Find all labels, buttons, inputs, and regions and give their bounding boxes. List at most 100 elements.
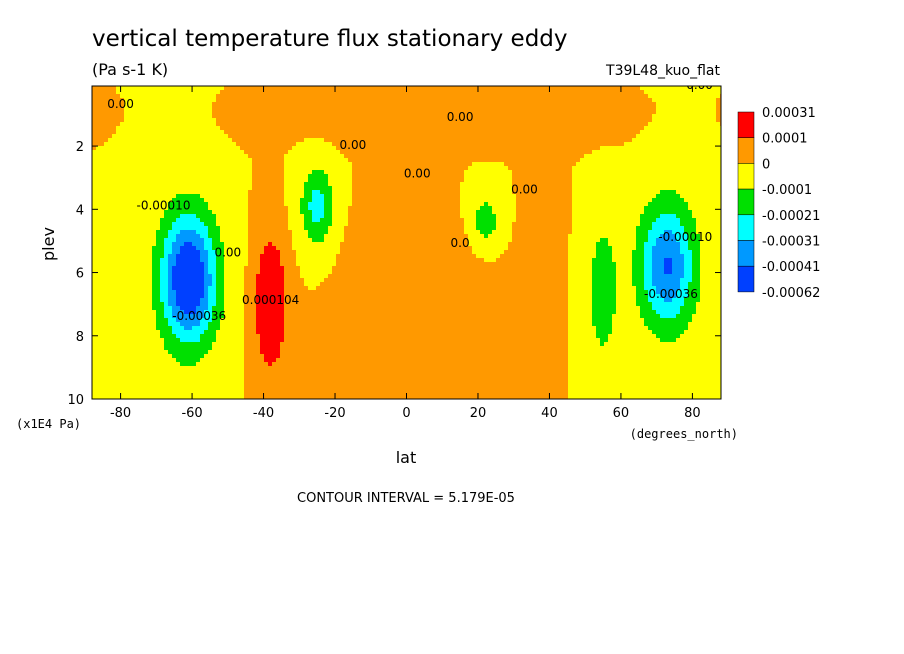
field-cell <box>252 118 257 123</box>
field-cell <box>96 146 101 151</box>
field-cell <box>144 302 149 307</box>
field-cell <box>228 330 233 335</box>
field-cell <box>144 254 149 259</box>
field-cell <box>332 258 337 263</box>
field-cell <box>276 366 281 371</box>
field-cell <box>112 214 117 219</box>
field-cell <box>116 382 121 387</box>
field-cell <box>308 98 313 103</box>
field-cell <box>176 186 181 191</box>
field-cell <box>276 162 281 167</box>
field-cell <box>192 326 197 331</box>
field-cell <box>212 394 217 399</box>
field-cell <box>256 174 261 179</box>
field-cell <box>116 174 121 179</box>
field-cell <box>272 358 277 363</box>
field-cell <box>104 94 109 99</box>
field-cell <box>196 330 201 335</box>
field-cell <box>280 250 285 255</box>
field-cell <box>200 202 205 207</box>
field-cell <box>340 246 345 251</box>
field-cell <box>232 162 237 167</box>
field-cell <box>200 162 205 167</box>
field-cell <box>296 170 301 175</box>
field-cell <box>220 202 225 207</box>
field-cell <box>280 90 285 95</box>
field-cell <box>164 186 169 191</box>
field-cell <box>152 294 157 299</box>
field-cell <box>204 202 209 207</box>
field-cell <box>240 94 245 99</box>
field-cell <box>288 298 293 303</box>
field-cell <box>100 362 105 367</box>
field-cell <box>188 266 193 271</box>
field-cell <box>148 282 153 287</box>
field-cell <box>288 254 293 259</box>
field-cell <box>104 106 109 111</box>
field-cell <box>160 382 165 387</box>
field-cell <box>220 254 225 259</box>
field-cell <box>284 298 289 303</box>
field-cell <box>300 242 305 247</box>
field-cell <box>132 238 137 243</box>
field-cell <box>104 194 109 199</box>
field-cell <box>260 90 265 95</box>
field-cell <box>304 290 309 295</box>
field-cell <box>328 150 333 155</box>
field-cell <box>156 98 161 103</box>
field-cell <box>196 390 201 395</box>
field-cell <box>284 386 289 391</box>
field-cell <box>276 322 281 327</box>
field-cell <box>184 250 189 255</box>
field-cell <box>100 114 105 119</box>
field-cell <box>324 126 329 131</box>
field-cell <box>232 278 237 283</box>
field-cell <box>180 286 185 291</box>
field-cell <box>300 390 305 395</box>
field-cell <box>336 234 341 239</box>
field-cell <box>312 294 317 299</box>
field-cell <box>128 122 133 127</box>
field-cell <box>320 394 325 399</box>
field-cell <box>120 266 125 271</box>
field-cell <box>248 370 253 375</box>
field-cell <box>296 378 301 383</box>
field-cell <box>180 374 185 379</box>
field-cell <box>236 186 241 191</box>
field-cell <box>324 118 329 123</box>
field-cell <box>316 342 321 347</box>
field-cell <box>320 126 325 131</box>
field-cell <box>224 162 229 167</box>
field-cell <box>236 270 241 275</box>
field-cell <box>180 298 185 303</box>
field-cell <box>148 162 153 167</box>
field-cell <box>152 122 157 127</box>
field-cell <box>320 174 325 179</box>
field-cell <box>208 394 213 399</box>
field-cell <box>340 330 345 335</box>
field-cell <box>332 338 337 343</box>
field-cell <box>276 338 281 343</box>
field-cell <box>196 182 201 187</box>
field-cell <box>256 250 261 255</box>
field-cell <box>268 262 273 267</box>
field-cell <box>196 298 201 303</box>
field-cell <box>292 246 297 251</box>
field-cell <box>124 114 129 119</box>
field-cell <box>264 378 269 383</box>
field-cell <box>308 214 313 219</box>
field-cell <box>288 190 293 195</box>
field-cell <box>264 138 269 143</box>
field-cell <box>188 178 193 183</box>
field-cell <box>92 298 97 303</box>
field-cell <box>304 394 309 399</box>
field-cell <box>232 118 237 123</box>
field-cell <box>332 150 337 155</box>
field-cell <box>308 298 313 303</box>
field-cell <box>144 338 149 343</box>
field-cell <box>180 122 185 127</box>
field-cell <box>200 190 205 195</box>
field-cell <box>228 342 233 347</box>
field-cell <box>112 362 117 367</box>
field-cell <box>132 270 137 275</box>
